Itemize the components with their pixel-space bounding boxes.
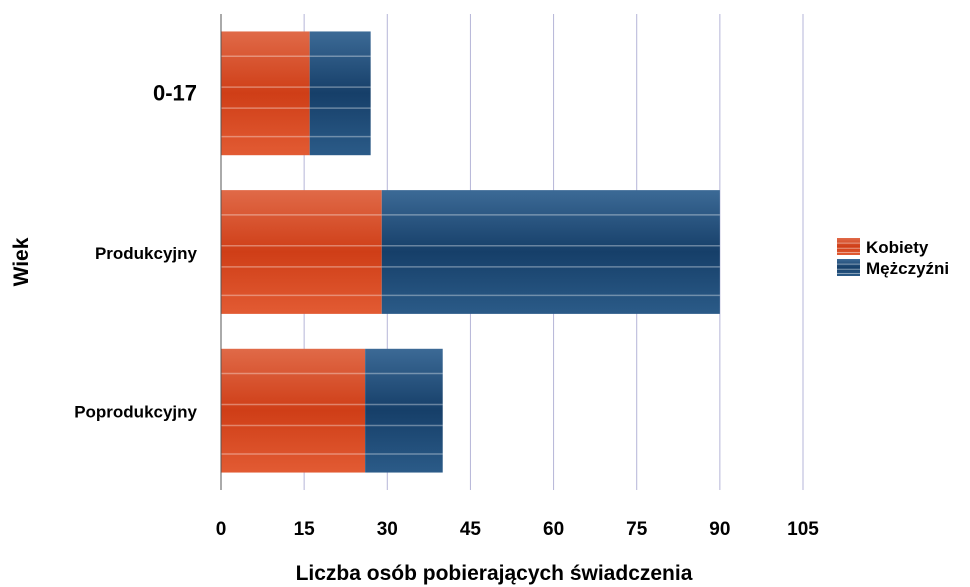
- x-tick-label: 105: [787, 519, 819, 540]
- category-label: Produkcyjny: [95, 244, 198, 263]
- x-axis-title: Liczba osób pobierających świadczenia: [296, 562, 693, 585]
- legend-swatch-1: [837, 259, 860, 276]
- bar-0-17-0: [221, 31, 310, 156]
- bar-poprodukcyjny-0: [221, 348, 366, 473]
- legend-swatch-0: [837, 238, 860, 255]
- legend: Kobiety Mężczyźni: [837, 238, 949, 278]
- bar-produkcyjny-0: [221, 190, 382, 314]
- x-tick-label: 45: [460, 519, 482, 540]
- x-tick-label: 30: [377, 519, 398, 540]
- x-tick-label: 0: [216, 519, 227, 540]
- bars: [221, 31, 720, 473]
- category-label: 0-17: [153, 80, 197, 105]
- x-tick-label: 60: [543, 519, 564, 540]
- category-label: Poprodukcyjny: [74, 403, 197, 422]
- y-axis-title: Wiek: [10, 237, 33, 286]
- x-tick-labels: 0 15 30 45 60 75 90 105: [216, 519, 820, 540]
- x-tick-label: 90: [709, 519, 730, 540]
- bar-produkcyjny-1: [381, 190, 720, 314]
- x-tick-label: 15: [294, 519, 316, 540]
- x-tick-label: 75: [626, 519, 648, 540]
- category-labels: 0-17 Produkcyjny Poprodukcyjny: [74, 80, 197, 421]
- bar-poprodukcyjny-1: [365, 348, 443, 473]
- legend-label: Mężczyźni: [866, 259, 949, 278]
- bar-0-17-1: [309, 31, 371, 156]
- legend-label: Kobiety: [866, 238, 929, 257]
